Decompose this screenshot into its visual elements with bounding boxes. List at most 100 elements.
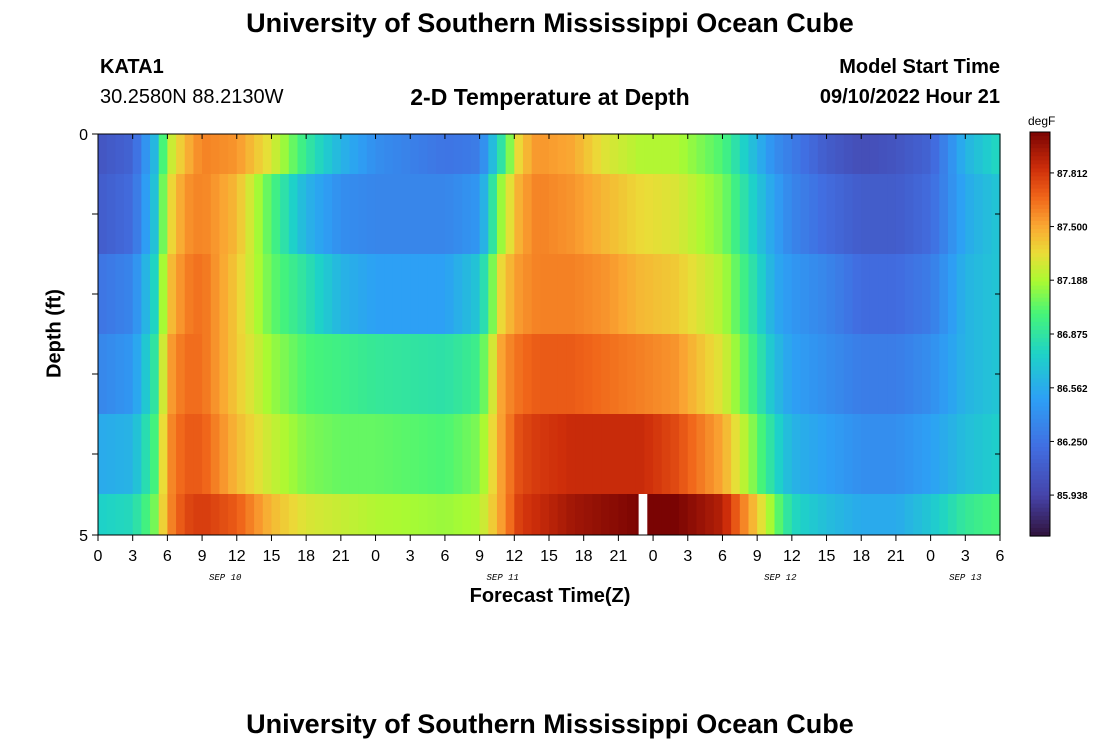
heatmap-cell	[843, 334, 854, 414]
station-id: KATA1	[100, 56, 164, 78]
heatmap-cell	[106, 494, 116, 535]
colorbar-segment	[1030, 475, 1050, 481]
heatmap-cell	[973, 334, 984, 414]
heatmap-cell	[982, 414, 992, 494]
heatmap-cell	[583, 334, 593, 414]
heatmap-cell	[150, 174, 160, 254]
heatmap-cell	[522, 174, 533, 254]
heatmap-cell	[722, 414, 732, 494]
heatmap-cell	[748, 334, 758, 414]
heatmap-cells	[98, 134, 1001, 535]
heatmap-cell	[202, 174, 212, 254]
colorbar-segment	[1030, 374, 1050, 380]
heatmap-cell	[670, 174, 680, 254]
heatmap-cell	[731, 334, 741, 414]
heatmap-cell	[861, 334, 871, 414]
heatmap-cell	[687, 414, 698, 494]
heatmap-cell	[601, 134, 611, 174]
heatmap-cell	[202, 254, 212, 334]
heatmap-cell	[869, 174, 880, 254]
heatmap-cell	[375, 494, 385, 535]
heatmap-cell	[557, 254, 567, 334]
x-tick-label: 9	[475, 548, 484, 565]
heatmap-cell	[262, 334, 273, 414]
heatmap-cell	[384, 174, 394, 254]
heatmap-cell	[314, 414, 325, 494]
heatmap-cell	[947, 174, 958, 254]
heatmap-cell	[618, 494, 628, 535]
heatmap-cell	[150, 254, 160, 334]
heatmap-cell	[549, 334, 559, 414]
heatmap-cell	[653, 134, 663, 174]
heatmap-cell	[939, 414, 949, 494]
heatmap-cell	[115, 414, 125, 494]
heatmap-cell	[852, 134, 862, 174]
heatmap-cell	[106, 254, 116, 334]
x-tick-label: 15	[540, 548, 558, 565]
heatmap-cell	[184, 494, 195, 535]
heatmap-cell	[800, 134, 810, 174]
heatmap-cell	[861, 414, 871, 494]
colorbar-segment	[1030, 253, 1050, 258]
colorbar-label: 86.250	[1057, 437, 1088, 448]
heatmap-cell	[748, 174, 758, 254]
heatmap-cell	[366, 174, 377, 254]
x-tick-label: 18	[852, 548, 870, 565]
heatmap-cell	[297, 134, 307, 174]
heatmap-cell	[228, 334, 238, 414]
colorbar-segment	[1030, 293, 1050, 299]
heatmap-cell	[835, 134, 845, 174]
heatmap-cell	[193, 174, 203, 254]
heatmap-cell	[609, 334, 619, 414]
x-tick-label: 15	[818, 548, 836, 565]
heatmap-cell	[158, 414, 168, 494]
colorbar-label: 87.812	[1057, 169, 1088, 180]
heatmap-cell	[913, 254, 923, 334]
heatmap-cell	[878, 134, 888, 174]
colorbar-segment	[1030, 329, 1050, 335]
heatmap-cell	[575, 494, 585, 535]
heatmap-cell	[505, 254, 515, 334]
heatmap-cell	[436, 134, 446, 174]
x-tick-label: 9	[198, 548, 207, 565]
heatmap-cell	[401, 174, 411, 254]
chart-title: 2-D Temperature at Depth	[410, 84, 690, 110]
heatmap-cell	[982, 134, 992, 174]
heatmap-cell	[930, 134, 940, 174]
heatmap-cell	[496, 134, 507, 174]
heatmap-cell	[739, 174, 750, 254]
heatmap-cell	[436, 334, 446, 414]
heatmap-cell	[479, 134, 489, 174]
heatmap-cell	[601, 494, 611, 535]
heatmap-cell	[514, 134, 524, 174]
heatmap-cell	[462, 414, 472, 494]
heatmap-cell	[835, 174, 845, 254]
heatmap-cell	[540, 414, 550, 494]
heatmap-cell	[557, 414, 567, 494]
heatmap-cell	[254, 134, 264, 174]
heatmap-cell	[835, 414, 845, 494]
heatmap-cell	[505, 334, 515, 414]
heatmap-cell	[366, 494, 377, 535]
heatmap-cell	[601, 334, 611, 414]
heatmap-cell	[557, 134, 567, 174]
heatmap-cell	[895, 134, 906, 174]
heatmap-cell	[783, 134, 793, 174]
x-tick-label: 15	[263, 548, 281, 565]
heatmap-cell	[965, 134, 975, 174]
heatmap-cell	[817, 414, 828, 494]
colorbar-segment	[1030, 317, 1050, 323]
heatmap-cell	[323, 134, 333, 174]
colorbar-segment	[1030, 527, 1050, 533]
heatmap-cell	[167, 334, 177, 414]
heatmap-cell	[306, 494, 316, 535]
heatmap-cell	[115, 134, 125, 174]
heatmap-cell	[791, 494, 802, 535]
heatmap-cell	[713, 254, 724, 334]
heatmap-cell	[384, 254, 394, 334]
colorbar-segment	[1030, 378, 1050, 384]
heatmap-cell	[132, 334, 142, 414]
heatmap-cell	[618, 254, 628, 334]
heatmap-cell	[444, 414, 455, 494]
heatmap-cell	[323, 414, 333, 494]
